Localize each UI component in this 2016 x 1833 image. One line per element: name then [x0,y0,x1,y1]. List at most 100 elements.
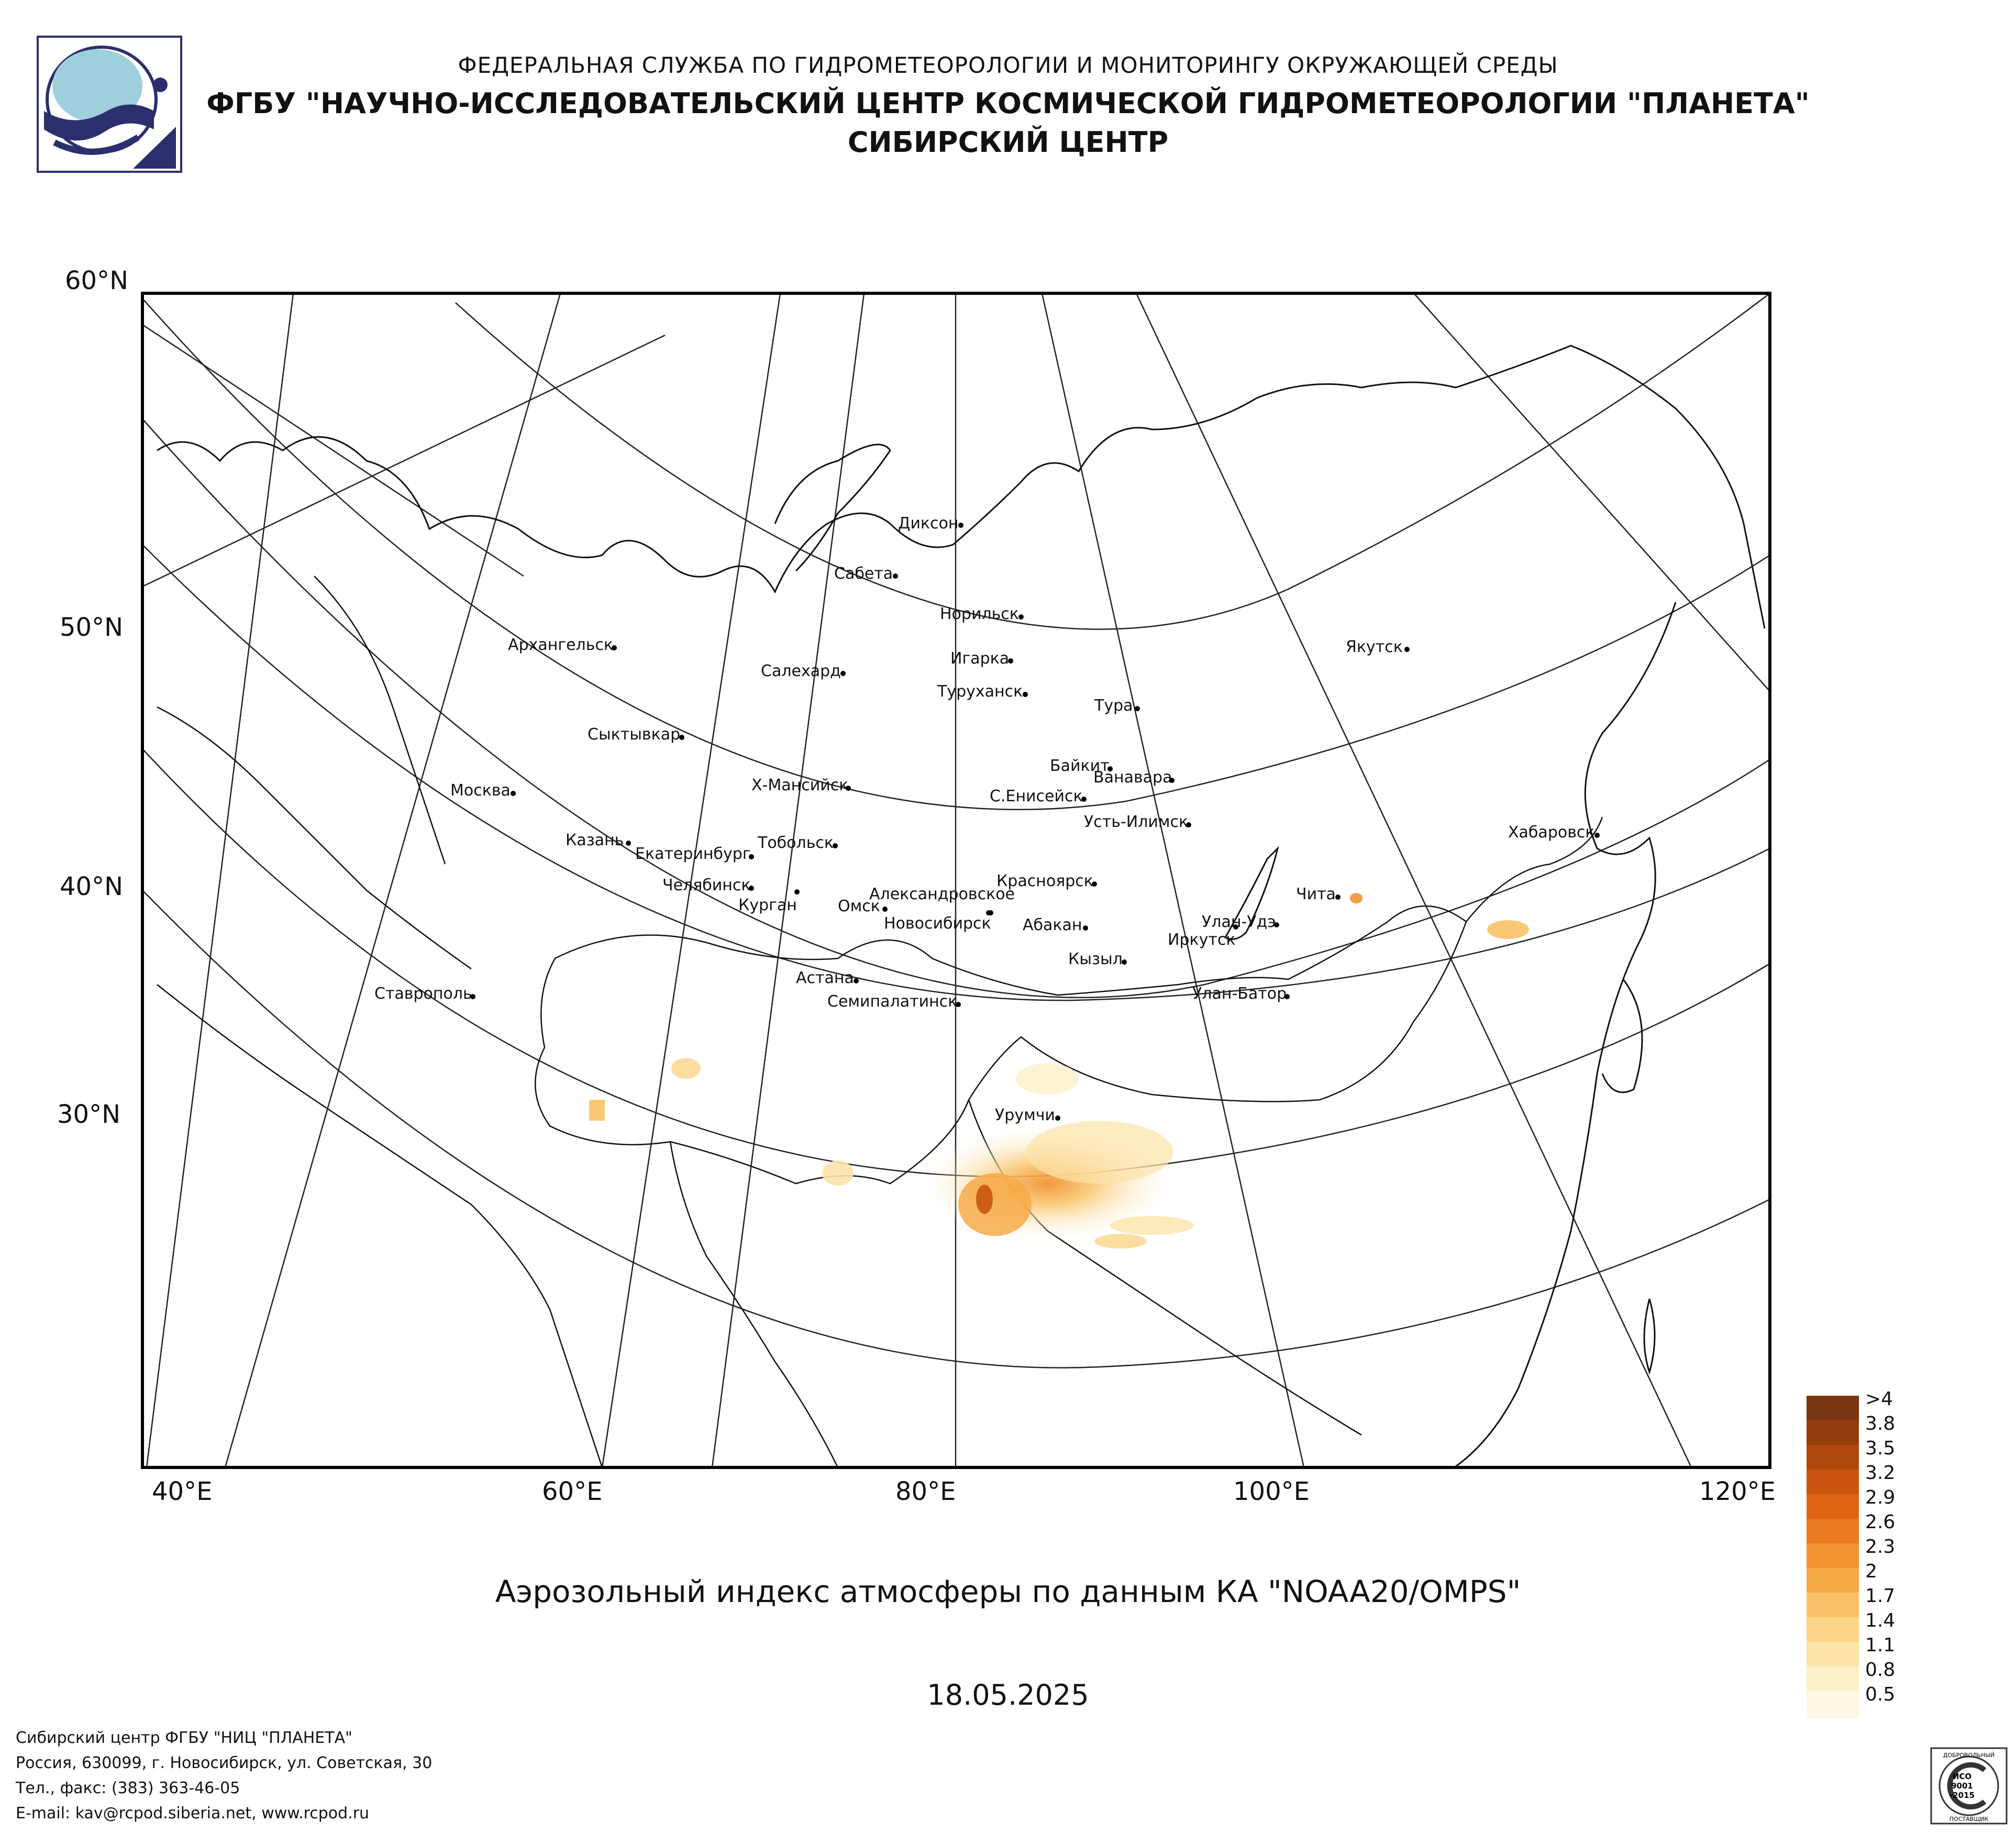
legend-entry: >4 [1807,1388,1974,1423]
legend-label: 1.4 [1865,1610,1896,1631]
legend-swatch [1807,1666,1859,1694]
lat-label-30n: 30°N [57,1100,120,1129]
city-label: Курган [738,896,797,914]
legend-label: 0.8 [1865,1659,1896,1681]
city-label: Урумчи [995,1106,1055,1124]
lon-label-80e: 80°E [895,1477,956,1506]
parallel-70n [455,293,1770,630]
planeta-logo-emblem [44,46,176,169]
city-marker [1081,797,1087,802]
lon-label-120e: 120°E [1699,1477,1776,1506]
legend-label: 1.1 [1865,1635,1896,1656]
legend-label: 3.5 [1865,1438,1896,1459]
city-marker [1135,706,1140,711]
city-label: Туруханск [937,682,1023,701]
city-marker [470,994,475,999]
footer-contacts: Сибирский центр ФГБУ "НИЦ "ПЛАНЕТА" Росс… [16,1726,432,1826]
legend-swatch [1807,1396,1859,1423]
city-marker [1008,658,1013,664]
iso-badge-l3: -2015 [1949,1791,1975,1800]
iso-badge-bottom: ПОСТАВЩИК [1949,1816,1989,1823]
city-label: Норильск [940,605,1019,623]
legend-entry: 2.3 [1807,1536,1974,1571]
city-label: Казань [566,831,624,849]
city-marker [1186,822,1191,827]
legend-swatch [1807,1420,1859,1448]
legend-entry: 0.8 [1807,1659,1974,1694]
legend-entry: 1.4 [1807,1610,1974,1644]
city-marker [1284,994,1290,999]
city-marker [679,735,684,740]
parallel-60n [142,298,1770,810]
city-marker [626,841,631,846]
legend-swatch [1807,1445,1859,1472]
map-caption: Аэрозольный индекс атмосферы по данным К… [495,1574,1521,1609]
city-marker [1404,647,1410,652]
lon-label-40e: 40°E [152,1477,213,1506]
city-marker [893,573,898,579]
city-marker [882,907,888,912]
city-label: Ставрополь [374,985,472,1003]
iso-badge-l2: 9001 [1951,1781,1973,1791]
legend-swatch [1807,1642,1859,1669]
map-frame [141,292,1771,1469]
city-label: Улан-Батор [1192,985,1287,1003]
coastlines [157,345,1766,1467]
legend-label: 3.8 [1865,1413,1896,1434]
legend-entry: 1.1 [1807,1635,1974,1669]
city-label: С.Енисейск [990,787,1083,805]
city-marker [1335,895,1341,900]
city-marker [1055,1116,1060,1121]
legend-swatch [1807,1543,1859,1571]
legend-entry: 2.6 [1807,1511,1974,1546]
legend-label: 1.7 [1865,1585,1896,1607]
city-label: Тобольск [758,834,834,852]
city-label: Диксон [898,514,959,533]
legend-swatch [1807,1617,1859,1644]
city-label: Тура [1094,697,1133,715]
legend-label: >4 [1865,1388,1893,1410]
city-label: Красноярск [996,872,1093,890]
legend-label: 2.3 [1865,1536,1896,1558]
lat-label-50n: 50°N [60,613,123,642]
city-marker [1023,692,1028,697]
header-agency: ФЕДЕРАЛЬНАЯ СЛУЖБА ПО ГИДРОМЕТЕОРОЛОГИИ … [458,52,1558,78]
city-label: Иркутск [1168,931,1236,949]
legend-swatch [1807,1470,1859,1497]
city-marker [840,671,846,676]
city-marker [1233,924,1238,930]
graticule-meridians [142,293,1770,1467]
legend-swatch [1807,1593,1859,1620]
city-marker [1274,922,1279,927]
city-label: Ванавара [1093,768,1172,787]
city-marker [1594,833,1600,838]
iso-certification-badge: ДОБРОВОЛЬНЫЙ ИСО 9001 -2015 ПОСТАВЩИК [1930,1747,2008,1825]
legend-label: 2.6 [1865,1511,1896,1533]
city-label: Архангельск [508,636,614,654]
city-label: Салехард [761,662,841,680]
city-marker [1018,614,1024,620]
city-label: Байкит [1050,757,1110,775]
city-marker [511,791,516,796]
lon-label-100e: 100°E [1233,1477,1310,1506]
city-label: Улан-Удэ [1202,913,1276,931]
city-label: Усть-Илимск [1084,813,1189,831]
legend-entry: 1.7 [1807,1585,1974,1620]
lat-label-40n: 40°N [60,872,123,901]
header-center: СИБИРСКИЙ ЦЕНТР [847,126,1169,159]
iso-badge-graphic: ДОБРОВОЛЬНЫЙ ИСО 9001 -2015 ПОСТАВЩИК [1930,1747,2008,1825]
city-marker [986,910,991,915]
color-legend: >4 3.8 3.5 3.2 2.9 2.6 2.3 2 1.7 1.4 1.1 0.8 0.5 [1807,1388,1974,1718]
aerosol-field [589,893,1529,1249]
footer-address: Россия, 630099, г. Новосибирск, ул. Сове… [16,1754,433,1772]
city-label: Семипалатинск [827,992,958,1011]
city-label: Хабаровск [1508,823,1595,842]
city-marker [1092,881,1097,887]
country-borders [157,576,1603,1467]
map-date: 18.05.2025 [927,1679,1089,1711]
city-marker [794,889,800,895]
city-label: Москва [450,781,511,800]
legend-swatch [1807,1691,1859,1718]
city-marker [958,523,963,528]
